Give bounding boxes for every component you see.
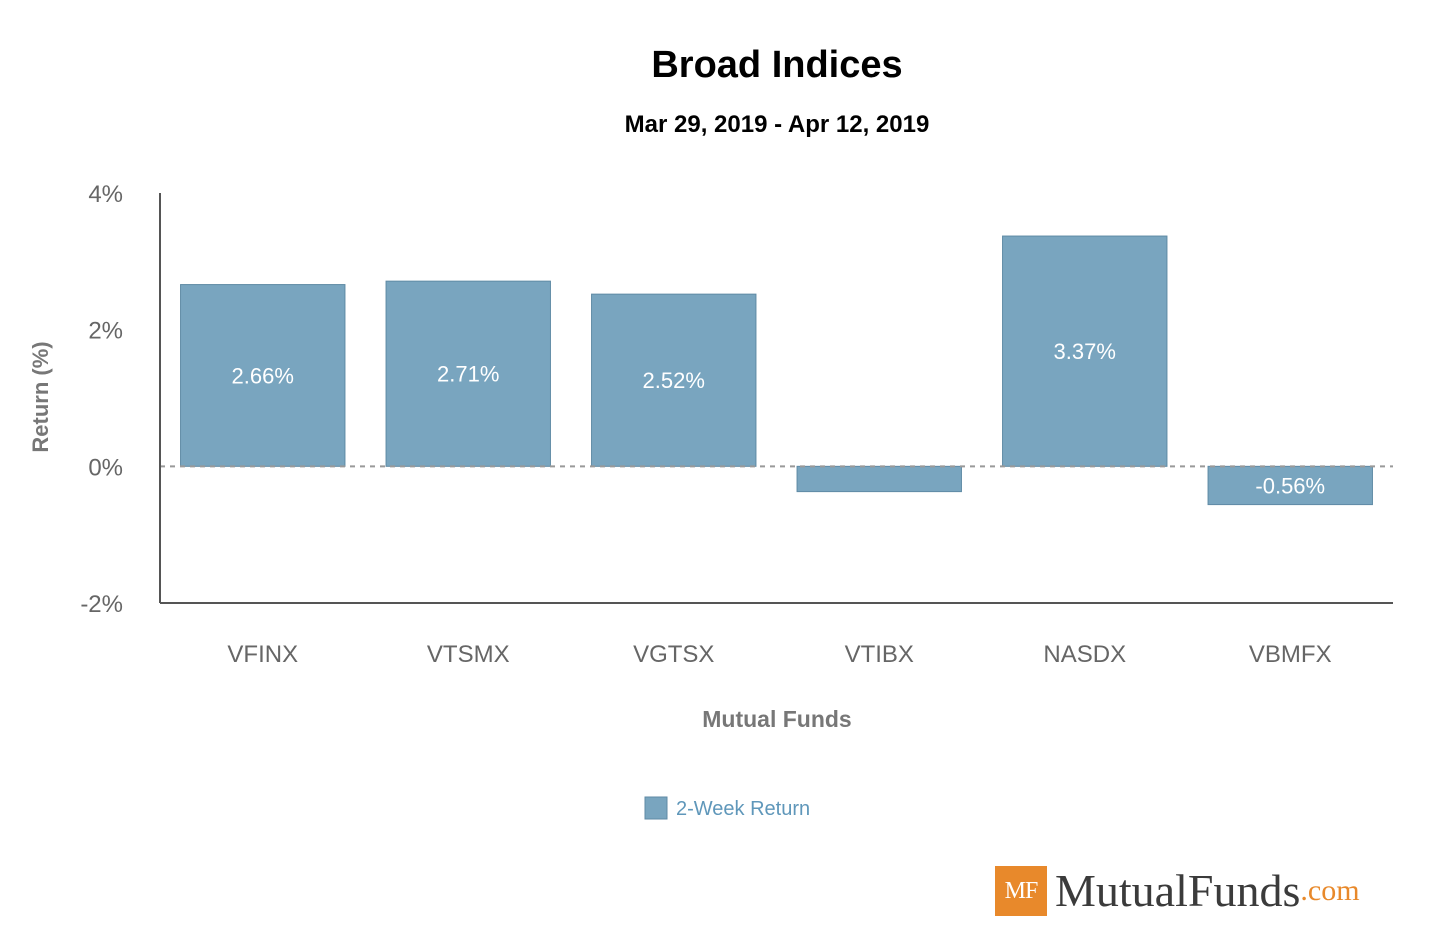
- x-tick-label: VBMFX: [1249, 641, 1332, 668]
- y-tick-label: 4%: [88, 181, 123, 208]
- bar-value-label: 2.66%: [232, 363, 294, 388]
- x-axis-title: Mutual Funds: [702, 706, 851, 732]
- logo-badge: MF: [995, 866, 1047, 916]
- legend[interactable]: 2-Week Return: [644, 796, 810, 820]
- y-tick-label: -2%: [80, 591, 123, 618]
- logo-suffix: .com: [1300, 874, 1360, 907]
- bar-value-label: 2.71%: [437, 362, 499, 387]
- bars: [180, 235, 1373, 506]
- chart-subtitle: Mar 29, 2019 - Apr 12, 2019: [625, 111, 930, 138]
- y-tick-label: 2%: [88, 318, 123, 345]
- chart-title: Broad Indices: [651, 44, 902, 86]
- x-tick-label: VTSMX: [427, 641, 510, 668]
- y-tick-label: 0%: [88, 454, 123, 481]
- legend-swatch: [644, 796, 668, 820]
- bar-data-labels: 2.66% 2.71% 2.52% 3.37% -0.56%: [232, 339, 1326, 498]
- bar-vtsmx[interactable]: [385, 280, 551, 467]
- bar-value-label: 2.52%: [643, 368, 705, 393]
- bar-value-label: -0.56%: [1255, 473, 1325, 498]
- x-tick-label: VGTSX: [633, 641, 714, 668]
- mutualfunds-logo: MF MutualFunds .com: [995, 866, 1360, 916]
- logo-name: MutualFunds: [1055, 865, 1301, 916]
- x-tick-label: VFINX: [227, 641, 298, 668]
- bar-vbmfx[interactable]: [1207, 465, 1373, 506]
- bar-nasdx[interactable]: [1002, 235, 1168, 467]
- bar-value-label: 3.37%: [1054, 339, 1116, 364]
- y-tick-labels: -2% 0% 2% 4%: [80, 181, 123, 618]
- legend-label: 2-Week Return: [676, 798, 810, 820]
- x-tick-labels: VFINX VTSMX VGTSX VTIBX NASDX VBMFX: [227, 641, 1331, 668]
- x-tick-label: VTIBX: [845, 641, 914, 668]
- x-tick-label: NASDX: [1043, 641, 1126, 668]
- bar-vgtsx[interactable]: [591, 293, 757, 467]
- bar-vfinx[interactable]: [180, 284, 346, 467]
- bar-vtibx[interactable]: [796, 465, 962, 493]
- y-axis-title: Return (%): [28, 341, 53, 452]
